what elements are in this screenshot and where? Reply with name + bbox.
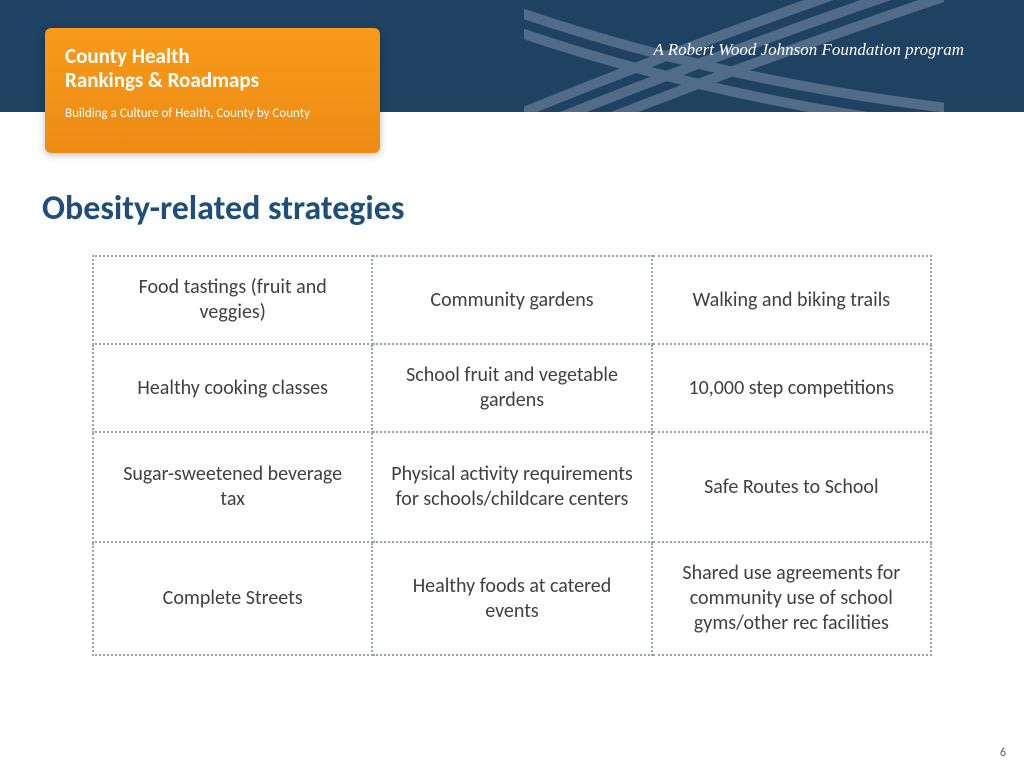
cell: Food tastings (fruit and veggies) <box>93 256 372 344</box>
strategy-grid: Food tastings (fruit and veggies) Commun… <box>92 255 932 656</box>
logo-title: County Health Rankings & Roadmaps <box>65 44 360 92</box>
cell: Healthy cooking classes <box>93 344 372 432</box>
cell: School fruit and vegetable gardens <box>372 344 651 432</box>
cell: 10,000 step competitions <box>652 344 931 432</box>
table-row: Sugar-sweetened beverage tax Physical ac… <box>93 432 931 542</box>
logo-title-line2: Rankings & Roadmaps <box>65 67 259 93</box>
cell: Healthy foods at catered events <box>372 542 651 655</box>
logo-title-line1: County Health <box>65 43 190 69</box>
slide-title: Obesity-related strategies <box>42 188 404 229</box>
cell: Complete Streets <box>93 542 372 655</box>
cell: Physical activity requirements for schoo… <box>372 432 651 542</box>
page-number: 6 <box>1000 746 1006 760</box>
logo-subtitle: Building a Culture of Health, County by … <box>65 106 360 122</box>
table-row: Complete Streets Healthy foods at catere… <box>93 542 931 655</box>
cell: Safe Routes to School <box>652 432 931 542</box>
strategy-table: Food tastings (fruit and veggies) Commun… <box>92 255 932 656</box>
cell: Walking and biking trails <box>652 256 931 344</box>
program-attribution: A Robert Wood Johnson Foundation program <box>653 40 964 60</box>
cell: Community gardens <box>372 256 651 344</box>
table-row: Food tastings (fruit and veggies) Commun… <box>93 256 931 344</box>
logo-badge: County Health Rankings & Roadmaps Buildi… <box>45 28 380 153</box>
table-row: Healthy cooking classes School fruit and… <box>93 344 931 432</box>
cell: Sugar-sweetened beverage tax <box>93 432 372 542</box>
cell: Shared use agreements for community use … <box>652 542 931 655</box>
